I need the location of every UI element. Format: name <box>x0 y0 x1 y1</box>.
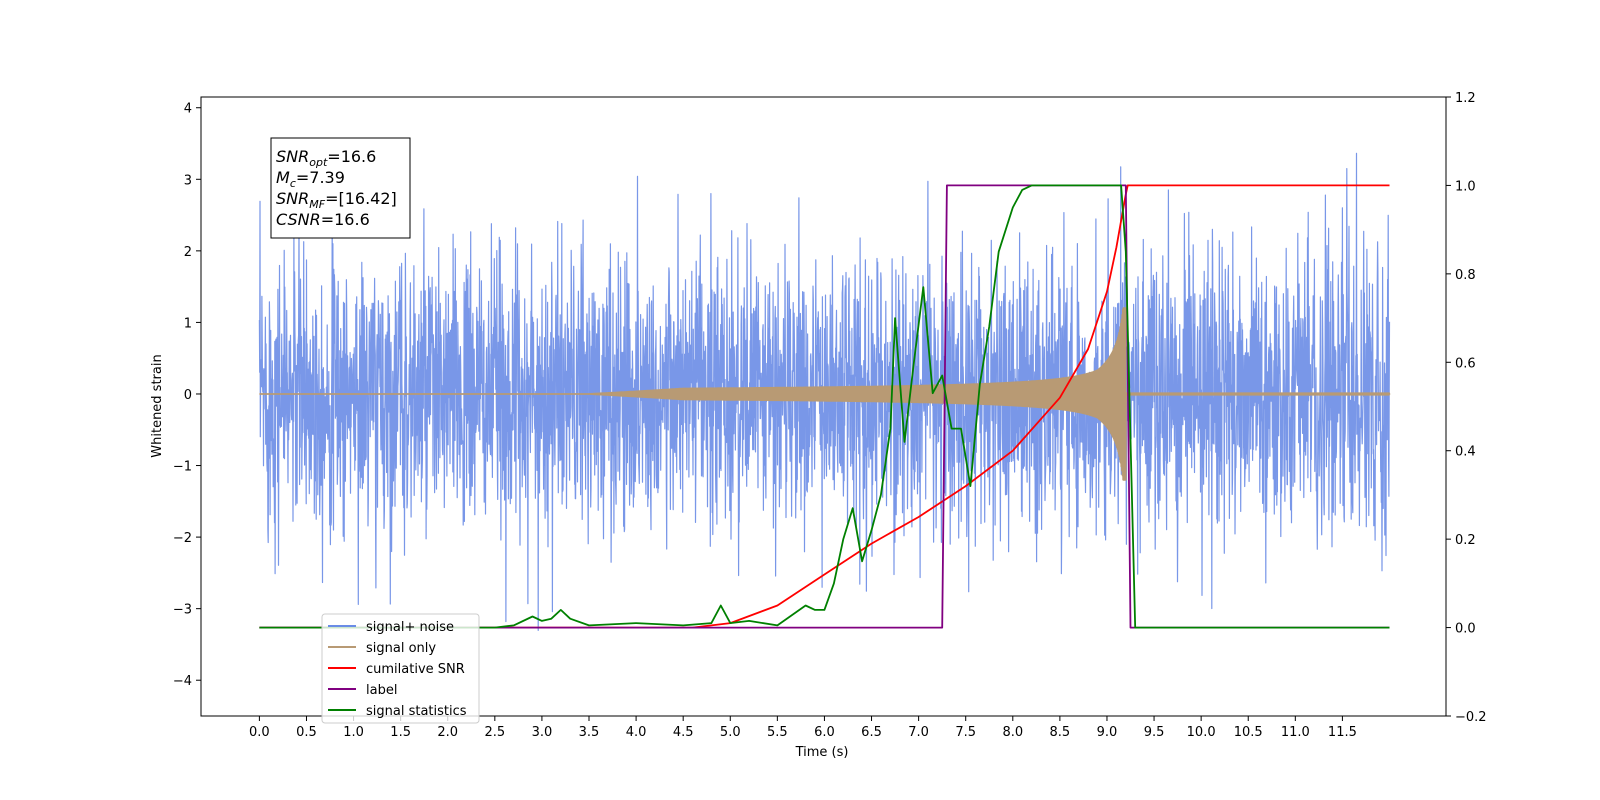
y-tick-label-left: 0 <box>184 388 192 403</box>
legend-frame <box>321 613 480 724</box>
y-tick-label-left: 3 <box>184 173 192 188</box>
y-tick-label-right: 1.2 <box>1455 91 1476 106</box>
info-line: Mc=7.39 <box>276 168 345 190</box>
series-layer <box>258 152 1391 631</box>
x-tick-label: 9.5 <box>1144 725 1165 740</box>
x-tick-label: 2.0 <box>437 725 458 740</box>
legend-label: label <box>366 683 397 698</box>
series-line-4 <box>259 184 1390 629</box>
x-tick-label: 3.0 <box>532 725 553 740</box>
series-line-2 <box>259 184 1390 629</box>
y-tick-label-left: −4 <box>173 674 192 689</box>
series-line-1 <box>258 307 1391 481</box>
x-tick-label: 5.0 <box>720 725 741 740</box>
y-tick-label-left: −1 <box>173 460 192 475</box>
legend: signal+ noise signal only cumilative SNR la… <box>321 613 480 724</box>
x-tick-label: 0.5 <box>296 725 317 740</box>
x-tick-label: 4.5 <box>673 725 694 740</box>
y-tick-label-right: 0.8 <box>1455 268 1476 283</box>
x-axis: 0.0 0.5 1.0 1.5 2.0 2.5 3.0 3.5 4.0 4.5 5.0 5.5 6.0 6… <box>249 716 1357 740</box>
x-axis-label: Time (s) <box>795 745 849 760</box>
x-tick-label: 8.0 <box>1002 725 1023 740</box>
x-tick-label: 0.0 <box>249 725 270 740</box>
y-axis-left: 4 3 2 1 0 −1 −2 −3 −4 <box>173 102 201 689</box>
x-tick-label: 11.0 <box>1281 725 1310 740</box>
x-tick-label: 7.0 <box>908 725 929 740</box>
y-tick-label-left: 4 <box>184 102 192 117</box>
legend-label: signal statistics <box>366 704 467 719</box>
y-tick-label-right: 0.6 <box>1455 356 1476 371</box>
y-tick-label-right: 0.0 <box>1455 622 1476 637</box>
y-tick-label-right: 0.4 <box>1455 445 1476 460</box>
y-axis-right: 1.2 1.0 0.8 0.6 0.4 0.2 0.0 −0.2 <box>1446 91 1487 725</box>
y-axis-label-left: Whitened strain <box>150 354 165 457</box>
x-tick-label: 7.5 <box>955 725 976 740</box>
y-tick-label-left: 1 <box>184 316 192 331</box>
x-tick-label: 6.0 <box>814 725 835 740</box>
legend-label: signal only <box>366 641 436 656</box>
info-line: SNRMF=[16.42] <box>276 189 397 211</box>
legend-label: signal+ noise <box>366 620 454 635</box>
x-tick-label: 10.0 <box>1187 725 1216 740</box>
x-tick-label: 1.5 <box>390 725 411 740</box>
y-tick-label-left: −3 <box>173 603 192 618</box>
x-tick-label: 1.0 <box>343 725 364 740</box>
y-tick-label-left: −2 <box>173 531 192 546</box>
x-tick-label: 5.5 <box>767 725 788 740</box>
y-tick-label-right: 1.0 <box>1455 179 1476 194</box>
x-tick-label: 4.0 <box>626 725 647 740</box>
x-tick-label: 11.5 <box>1328 725 1357 740</box>
info-line: SNRopt=16.6 <box>276 147 376 169</box>
info-box-frame <box>270 137 411 239</box>
y-tick-label-right: −0.2 <box>1455 710 1487 725</box>
y-tick-label-left: 2 <box>184 245 192 260</box>
series-line-0 <box>258 152 1391 631</box>
x-tick-label: 8.5 <box>1050 725 1071 740</box>
x-tick-label: 9.0 <box>1097 725 1118 740</box>
legend-label: cumilative SNR <box>366 662 465 677</box>
info-line: CSNR=16.6 <box>276 210 370 229</box>
x-tick-label: 2.5 <box>484 725 505 740</box>
plot-frame <box>200 96 1447 717</box>
x-tick-label: 3.5 <box>579 725 600 740</box>
x-tick-label: 10.5 <box>1234 725 1263 740</box>
y-tick-label-right: 0.2 <box>1455 533 1476 548</box>
x-tick-label: 6.5 <box>861 725 882 740</box>
